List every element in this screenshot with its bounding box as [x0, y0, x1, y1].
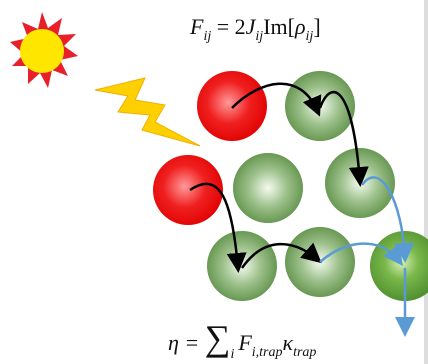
excited-site: [197, 71, 267, 141]
equation-part: F: [189, 14, 204, 39]
equation-part: ij: [306, 29, 314, 44]
flux-equation: Fij = 2JijIm[ρij]: [189, 14, 321, 44]
equation-part: i,trap: [252, 345, 283, 360]
diagram: Fij = 2JijIm[ρij] η = ∑iFi,trapκtrap: [0, 0, 428, 364]
lightning: [95, 78, 200, 146]
equation-part: i: [230, 347, 234, 362]
trap-site: [370, 231, 428, 301]
equation-part: κ: [283, 330, 294, 355]
equation-part: ij: [203, 29, 211, 44]
equation-part: ∑: [205, 318, 231, 358]
equation-part: ]: [313, 14, 320, 39]
equation-part: ρ: [294, 14, 306, 39]
equation-part: F: [237, 330, 252, 355]
edge: [424, 0, 428, 364]
equation-part: = 2: [211, 14, 245, 39]
excited-site: [153, 155, 223, 225]
equation-part: trap: [293, 345, 316, 360]
equation-part: ij: [255, 29, 263, 44]
site: [233, 153, 303, 223]
sun: [10, 12, 78, 88]
equation-part: η =: [168, 330, 205, 355]
equation-part: Im[: [263, 14, 295, 39]
